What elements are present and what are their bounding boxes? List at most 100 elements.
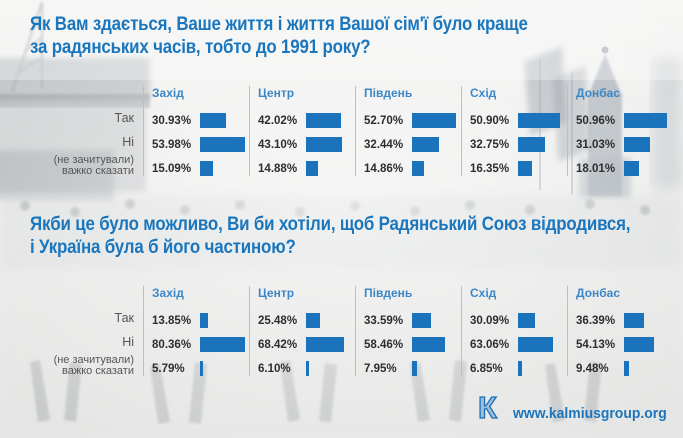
category-label: Так [0, 106, 135, 130]
bar [624, 312, 645, 328]
bar [412, 136, 439, 152]
region-column: Донбас 36.39% 54.13% 9.48% [567, 286, 673, 376]
bar-row: 50.96% [576, 108, 673, 132]
bar [518, 336, 554, 352]
category-label-line: Так [114, 110, 135, 125]
category-label: (не зачитували) важко сказати [0, 354, 134, 378]
region-header: Південь [364, 86, 413, 100]
bar [306, 312, 321, 328]
bar [624, 336, 655, 352]
bar-row: 68.42% [258, 332, 355, 356]
value-label: 14.88% [258, 161, 298, 175]
question-1-title: Як Вам здається, Ваше життя і життя Вашо… [30, 13, 528, 59]
bar-row: 33.59% [364, 308, 461, 332]
bar-row: 54.13% [576, 332, 673, 356]
bar [200, 360, 204, 376]
bar-row: 15.09% [152, 156, 249, 180]
category-label-line: важко сказати [62, 365, 134, 377]
category-label: Так [0, 306, 135, 330]
value-label: 50.90% [470, 113, 510, 127]
bar-row: 18.01% [576, 156, 673, 180]
bar-row: 14.88% [258, 156, 355, 180]
bar-row: 32.44% [364, 132, 461, 156]
bar [518, 136, 546, 152]
bar-row: 6.85% [470, 356, 567, 380]
question-2-title: Якби це було можливо, Ви би хотіли, щоб … [30, 213, 630, 259]
bar-row: 58.46% [364, 332, 461, 356]
region-header: Донбас [576, 286, 621, 300]
bar-row: 9.48% [576, 356, 673, 380]
value-label: 80.36% [152, 337, 192, 351]
value-label: 32.75% [470, 137, 510, 151]
bar [200, 160, 213, 176]
bar [518, 360, 522, 376]
bar-row: 36.39% [576, 308, 673, 332]
bar-row: 13.85% [152, 308, 249, 332]
region-column: Центр 42.02% 43.10% 14.88% [249, 86, 355, 176]
bar [624, 160, 639, 176]
bar-row: 25.48% [258, 308, 355, 332]
bar-row: 31.03% [576, 132, 673, 156]
region-column: Центр 25.48% 68.42% 6.10% [249, 286, 355, 376]
bar-row: 52.70% [364, 108, 461, 132]
bar-row: 14.86% [364, 156, 461, 180]
region-column: Захід 30.93% 53.98% 15.09% [143, 86, 249, 176]
website-link[interactable]: www.kalmiusgroup.org [513, 405, 667, 422]
bar [412, 360, 417, 376]
value-label: 50.96% [576, 113, 616, 127]
question-2-line-2: і Україна була б його частиною? [30, 237, 296, 258]
chart-2-category-labels: Так Ні (не зачитували) важко сказати [0, 306, 134, 378]
category-label-line: Ні [122, 134, 134, 149]
bar [200, 312, 208, 328]
region-column: Південь 33.59% 58.46% 7.95% [355, 286, 461, 376]
bar [412, 112, 456, 128]
question-1-line-1: Як Вам здається, Ваше життя і життя Вашо… [30, 14, 528, 35]
bar [412, 336, 445, 352]
value-label: 52.70% [364, 113, 404, 127]
region-header: Донбас [576, 86, 621, 100]
value-label: 53.98% [152, 137, 192, 151]
bar [412, 160, 425, 176]
chart-1: Захід 30.93% 53.98% 15.09% Центр 42.02% 43.10%… [143, 86, 673, 176]
bar [412, 312, 431, 328]
bar [624, 136, 650, 152]
kalmius-logo: К [477, 390, 497, 425]
bar-row: 16.35% [470, 156, 567, 180]
bar [306, 112, 341, 128]
value-label: 63.06% [470, 337, 510, 351]
value-label: 14.86% [364, 161, 404, 175]
value-label: 25.48% [258, 313, 298, 327]
bar-row: 30.93% [152, 108, 249, 132]
bar-row: 7.95% [364, 356, 461, 380]
bar-row: 5.79% [152, 356, 249, 380]
category-label-line: важко сказати [62, 165, 134, 177]
bar-row: 53.98% [152, 132, 249, 156]
bar-row: 32.75% [470, 132, 567, 156]
region-header: Південь [364, 286, 413, 300]
region-column: Схід 50.90% 32.75% 16.35% [461, 86, 567, 176]
region-header: Захід [152, 286, 184, 300]
value-label: 6.85% [470, 361, 503, 375]
value-label: 33.59% [364, 313, 404, 327]
bar [200, 136, 245, 152]
bar [518, 312, 535, 328]
bar [306, 136, 342, 152]
bar [306, 160, 319, 176]
region-column: Захід 13.85% 80.36% 5.79% [143, 286, 249, 376]
bar-row: 80.36% [152, 332, 249, 356]
question-1-line-2: за радянських часів, тобто до 1991 року? [30, 37, 371, 58]
question-2-line-1: Якби це було можливо, Ви би хотіли, щоб … [30, 214, 631, 235]
value-label: 32.44% [364, 137, 404, 151]
value-label: 43.10% [258, 137, 298, 151]
value-label: 18.01% [576, 161, 616, 175]
region-header: Захід [152, 86, 184, 100]
bar-row: 30.09% [470, 308, 567, 332]
bar-row: 43.10% [258, 132, 355, 156]
value-label: 9.48% [576, 361, 609, 375]
region-header: Схід [470, 86, 497, 100]
value-label: 15.09% [152, 161, 192, 175]
region-column: Донбас 50.96% 31.03% 18.01% [567, 86, 673, 176]
region-column: Південь 52.70% 32.44% 14.86% [355, 86, 461, 176]
